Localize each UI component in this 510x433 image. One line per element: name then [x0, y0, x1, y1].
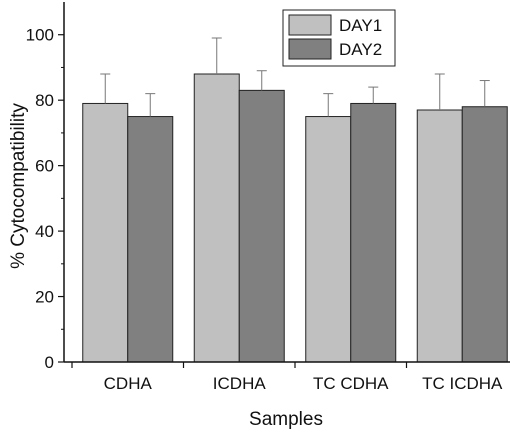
bar-day1-2: [193, 73, 240, 363]
bars-layer: [82, 73, 508, 363]
bar-day2-3: [350, 102, 397, 363]
bar-day2-2: [238, 89, 285, 363]
legend-label-day1: DAY1: [339, 16, 382, 35]
x-tick-label-3: TC CDHA: [313, 374, 389, 393]
y-tick-label-20: 20: [35, 288, 54, 307]
x-tick-label-2: ICDHA: [213, 374, 267, 393]
legend-swatch-day1: [288, 14, 332, 36]
x-category-labels: CDHA ICDHA TC CDHA TC ICDHA: [104, 374, 503, 393]
y-tick-label-40: 40: [35, 222, 54, 241]
y-tick-label-60: 60: [35, 157, 54, 176]
y-tick-label-80: 80: [35, 91, 54, 110]
axes-layer: [63, 2, 510, 363]
y-axis-label: % Cytocompatibility: [8, 103, 29, 269]
bar-day1-4: [416, 109, 463, 363]
legend: DAY1 DAY2: [282, 9, 396, 67]
x-tick-label-1: CDHA: [104, 374, 153, 393]
x-axis-label: Samples: [249, 409, 323, 430]
y-ticks-layer: 0 20 40 60 80 100: [26, 26, 408, 372]
y-tick-label-100: 100: [26, 26, 54, 45]
error-bars-layer: [100, 37, 490, 117]
legend-swatch-day2: [288, 38, 332, 60]
x-tick-label-4: TC ICDHA: [422, 374, 503, 393]
y-tick-label-0: 0: [45, 353, 54, 372]
legend-label-day2: DAY2: [339, 40, 382, 59]
bar-day2-4: [461, 106, 508, 363]
bar-day2-1: [127, 116, 174, 363]
bar-day1-1: [82, 102, 129, 363]
bar-day1-3: [305, 116, 352, 363]
